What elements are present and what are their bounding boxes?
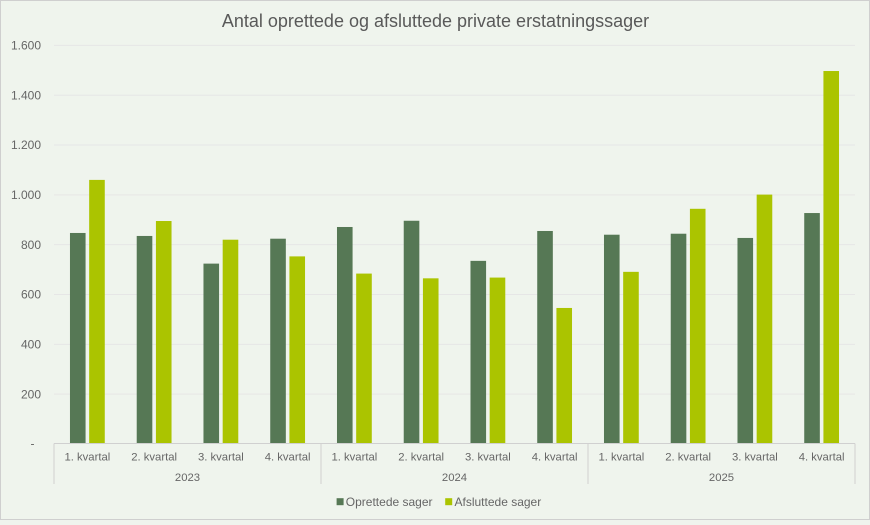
svg-text:1.000: 1.000 <box>11 188 41 202</box>
svg-text:4. kvartal: 4. kvartal <box>265 451 311 463</box>
svg-text:1. kvartal: 1. kvartal <box>64 451 110 463</box>
svg-text:Oprettede sager: Oprettede sager <box>346 495 433 509</box>
svg-text:Afsluttede sager: Afsluttede sager <box>455 495 542 509</box>
svg-text:3. kvartal: 3. kvartal <box>732 451 778 463</box>
svg-text:2. kvartal: 2. kvartal <box>665 451 711 463</box>
svg-text:2. kvartal: 2. kvartal <box>398 451 444 463</box>
svg-text:200: 200 <box>21 387 41 401</box>
svg-text:1. kvartal: 1. kvartal <box>331 451 377 463</box>
svg-text:2025: 2025 <box>709 472 734 484</box>
svg-text:2024: 2024 <box>442 472 467 484</box>
svg-text:3. kvartal: 3. kvartal <box>198 451 244 463</box>
svg-text:Antal oprettede og afsluttede: Antal oprettede og afsluttede private er… <box>222 11 649 31</box>
svg-text:1.400: 1.400 <box>11 88 41 102</box>
svg-text:4. kvartal: 4. kvartal <box>532 451 578 463</box>
svg-text:1.600: 1.600 <box>11 39 41 53</box>
svg-text:-: - <box>31 437 35 451</box>
svg-text:600: 600 <box>21 288 41 302</box>
svg-text:3. kvartal: 3. kvartal <box>465 451 511 463</box>
svg-text:1.200: 1.200 <box>11 138 41 152</box>
svg-text:1. kvartal: 1. kvartal <box>598 451 644 463</box>
svg-text:800: 800 <box>21 238 41 252</box>
svg-text:400: 400 <box>21 338 41 352</box>
svg-text:2023: 2023 <box>175 472 200 484</box>
svg-text:4. kvartal: 4. kvartal <box>799 451 845 463</box>
svg-text:2. kvartal: 2. kvartal <box>131 451 177 463</box>
